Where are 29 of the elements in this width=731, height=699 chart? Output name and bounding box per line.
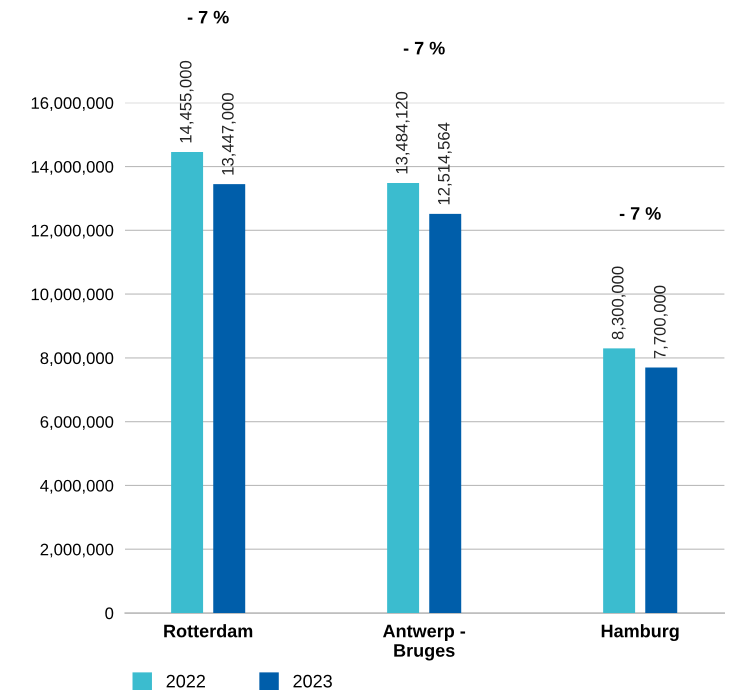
y-tick-label: 4,000,000 [40,480,114,494]
annotation: - 7 % [620,207,661,220]
y-tick-label: 12,000,000 [32,224,114,238]
y-tick-label: 2,000,000 [40,544,114,558]
data-label: 13,447,000 [222,93,236,175]
y-tick-label: 6,000,000 [40,416,114,430]
bar [171,152,204,614]
x-tick-label: Antwerp - Bruges [382,624,466,660]
y-tick-label: 16,000,000 [32,97,114,111]
bar [387,182,420,614]
legend-label: 2023 [293,674,332,688]
data-label: 13,484,120 [396,92,410,174]
x-tick-label: Rotterdam [164,624,252,638]
y-tick-label: 10,000,000 [32,288,114,302]
data-label: 12,514,564 [438,122,452,204]
bar [429,214,462,614]
bar [603,348,636,614]
y-tick-label: 8,000,000 [40,352,114,366]
x-tick-label: Hamburg [602,624,679,642]
legend-label: 2022 [166,674,205,688]
bar [645,367,678,614]
data-label: 8,300,000 [612,266,626,340]
text: - 7 % [188,10,229,24]
data-label: 14,455,000 [180,60,194,142]
bar [213,184,246,614]
text: - 7 % [404,42,445,54]
y-tick-label: 0 [105,607,114,620]
y-tick-label: 14,000,000 [32,160,114,175]
data-label: 7,700,000 [654,286,668,358]
